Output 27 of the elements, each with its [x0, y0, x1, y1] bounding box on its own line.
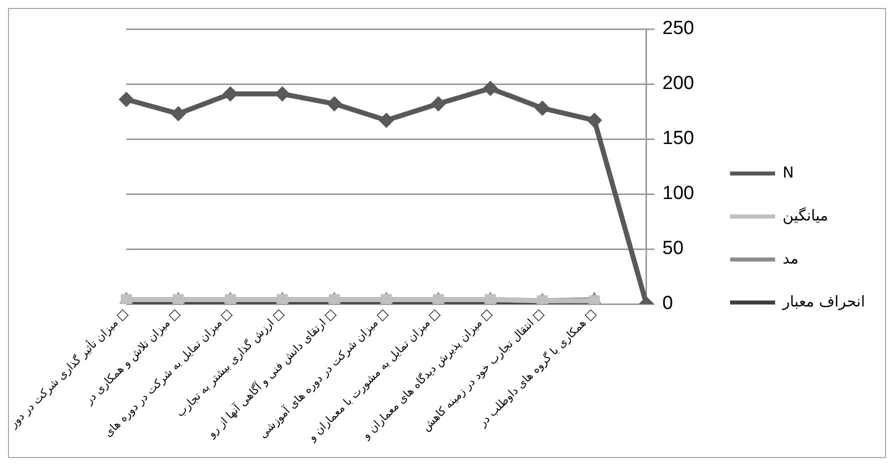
point: [534, 100, 550, 116]
point: [430, 96, 446, 112]
point: [170, 106, 186, 122]
point: [378, 112, 394, 128]
point: [118, 92, 134, 107]
point: [172, 294, 184, 304]
point: [222, 86, 238, 102]
point: [224, 294, 236, 304]
point: [432, 294, 444, 304]
point: [120, 294, 132, 304]
point: [482, 80, 498, 96]
point: [328, 294, 340, 304]
legend-label: مد: [782, 249, 799, 268]
point: [586, 112, 602, 128]
y-tick-label: 200: [662, 73, 694, 94]
y-tick-label: 150: [662, 128, 694, 150]
y-tick-label: 100: [662, 183, 694, 204]
point: [276, 294, 288, 304]
point: [326, 96, 342, 112]
legend-label: N: [782, 163, 794, 182]
y-tick-label: 50: [662, 238, 684, 260]
point: [380, 294, 392, 304]
legend-label: انحراف معبار: [782, 292, 866, 310]
y-tick-label: 0: [662, 293, 673, 314]
legend-label: میانگین: [782, 206, 828, 224]
y-tick-label: 250: [662, 18, 694, 40]
point: [484, 294, 496, 304]
